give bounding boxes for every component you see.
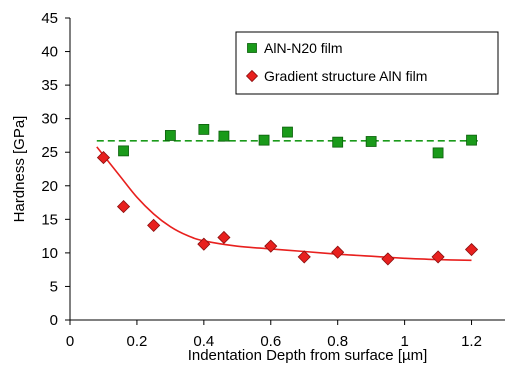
red-diamond-point [96,151,111,165]
y-tick-label: 35 [41,77,58,94]
y-tick-label: 40 [41,44,58,61]
y-tick-label: 30 [41,111,58,128]
x-tick-label: 1.2 [461,333,482,350]
red-diamond-point [116,200,131,214]
green-square-point [365,136,377,147]
y-tick-label: 10 [41,245,58,262]
red-diamond-point [381,252,395,266]
x-axis-title: Indentation Depth from surface [µm] [188,347,428,364]
axes [69,18,505,321]
x-tick-label: 0.8 [327,333,348,350]
x-tick-label: 0.6 [260,333,281,350]
green-square-point [164,130,176,141]
fit-lines [96,140,482,262]
red-diamond-point [331,245,345,259]
y-tick-label: 25 [41,144,58,161]
green-square-point [198,124,210,135]
green-square-point [282,126,293,138]
legend-box [235,31,499,95]
green-square-point [258,134,270,146]
y-tick-label: 20 [41,178,58,195]
x-tick-label: 0.2 [126,333,147,350]
data-points [96,124,479,266]
x-tick-label: 0 [66,333,74,350]
axis-ticks: 0 5 10 15 20 25 30 35 40 45 0 0.2 0.4 0.6 0.8 1 1.2 [41,10,482,350]
red-diamond-point [297,250,311,264]
green-square-point [432,147,444,159]
legend-square-marker [247,43,257,53]
legend: AlN-N20 film Gradient structure AlN film [235,31,499,95]
y-axis-title: Hardness [GPa] [11,116,28,223]
red-diamond-point [431,250,445,264]
red-diamond-point [197,237,211,251]
red-diamond-point [147,218,161,232]
green-square-point [118,145,129,157]
x-tick-label: 1 [400,333,408,350]
legend-label: AlN-N20 film [264,40,343,56]
red-diamond-point [464,242,479,257]
red-diamond-point [217,230,231,245]
y-tick-label: 45 [41,10,58,27]
red-diamond-point [264,239,278,253]
legend-diamond-marker [245,69,259,83]
green-square-point [332,136,344,148]
legend-items: AlN-N20 film Gradient structure AlN film [245,40,427,84]
x-tick-label: 0.4 [193,333,214,350]
y-tick-label: 15 [41,211,58,228]
y-tick-label: 0 [50,312,58,329]
fit-curve [96,146,472,262]
y-tick-label: 5 [50,278,58,295]
legend-label: Gradient structure AlN film [264,68,427,84]
green-square-point [218,130,230,142]
green-square-point [466,134,477,146]
